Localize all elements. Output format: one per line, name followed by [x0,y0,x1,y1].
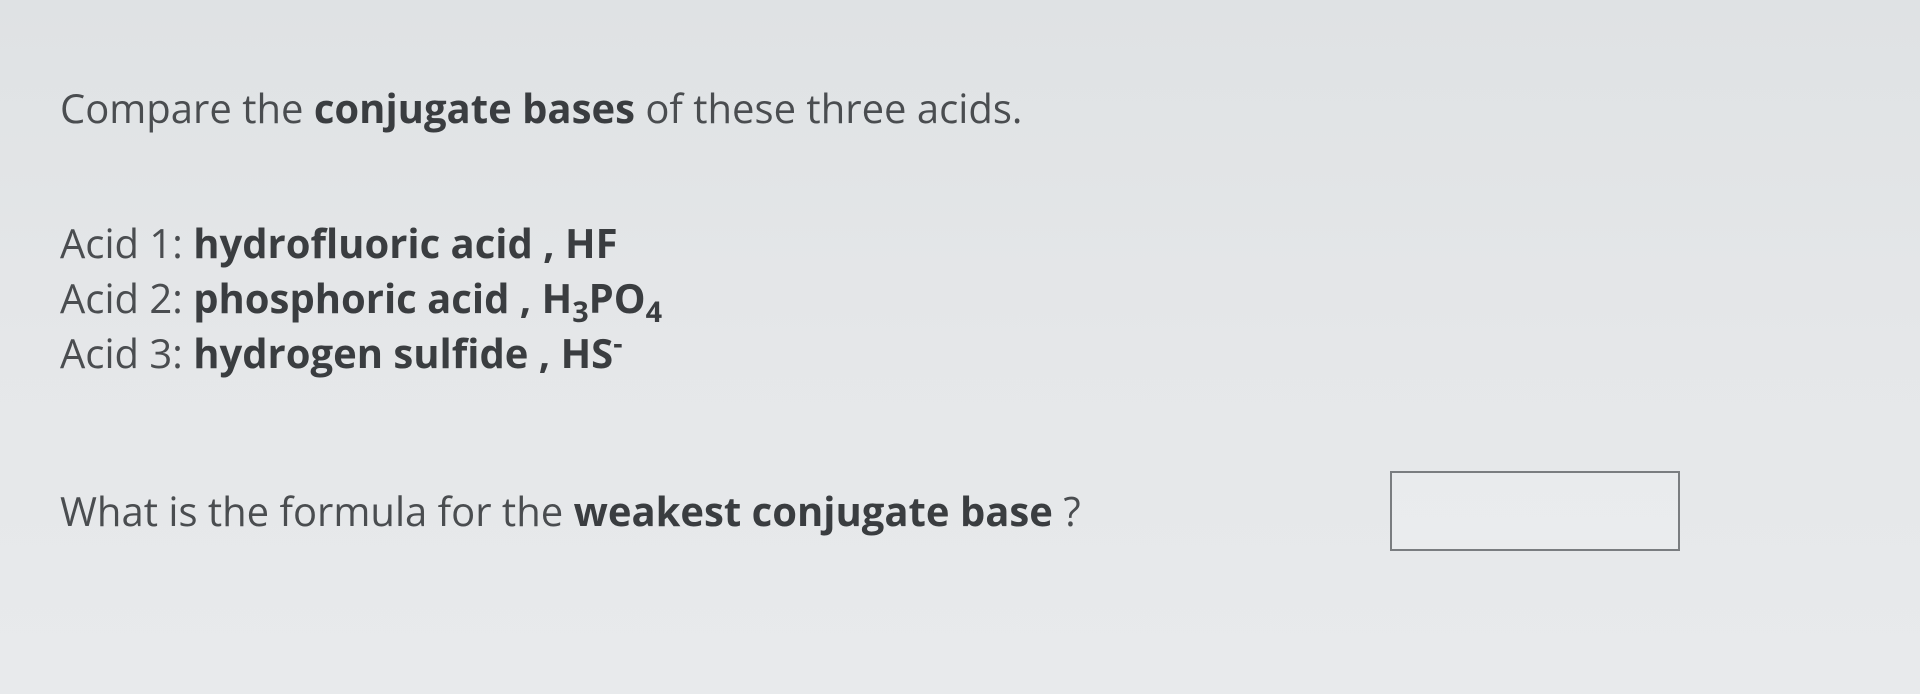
answer-input[interactable] [1390,471,1680,551]
question-row: What is the formula for the weakest conj… [60,471,1860,551]
acid-2-name: phosphoric acid [193,270,509,325]
instruction-prefix: Compare the [60,80,314,135]
acid-3-formula: HS- [561,325,623,380]
acid-1-sep: , [533,215,565,270]
question-text: What is the formula for the weakest conj… [60,483,1081,538]
acid-1-label: Acid 1: [60,215,193,270]
question-bold: weakest conjugate base [574,483,1053,538]
acid-1-formula: HF [565,215,618,270]
instruction-suffix: of these three acids. [635,80,1022,135]
acid-3-label: Acid 3: [60,325,193,380]
acid-3-sep: , [528,325,560,380]
question-suffix: ? [1053,483,1081,538]
instruction-text: Compare the conjugate bases of these thr… [60,80,1860,135]
acid-3-name: hydrogen sulfide [193,325,528,380]
acid-item-1: Acid 1: hydrofluoric acid , HF [60,215,1860,270]
acid-2-formula: H3PO4 [542,270,663,325]
acid-1-name: hydrofluoric acid [193,215,533,270]
instruction-bold: conjugate bases [314,80,635,135]
acid-item-3: Acid 3: hydrogen sulfide , HS- [60,325,1860,380]
acid-item-2: Acid 2: phosphoric acid , H3PO4 [60,270,1860,325]
acid-list: Acid 1: hydrofluoric acid , HF Acid 2: p… [60,215,1860,381]
question-prefix: What is the formula for the [60,483,574,538]
acid-2-sep: , [509,270,541,325]
acid-2-label: Acid 2: [60,270,193,325]
